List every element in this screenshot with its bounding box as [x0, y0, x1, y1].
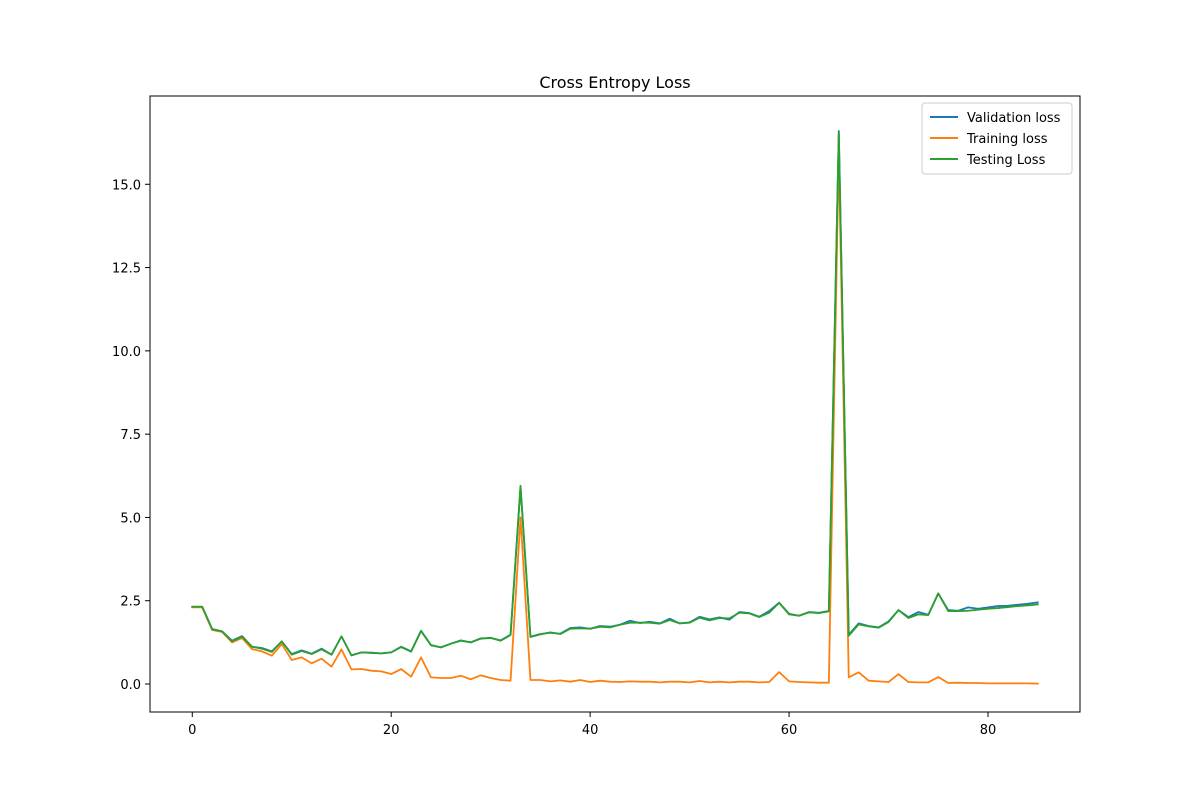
y-tick-label: 0.0 — [120, 678, 141, 693]
y-tick-label: 12.5 — [112, 262, 141, 277]
y-tick-label: 7.5 — [120, 428, 141, 443]
y-tick-label: 2.5 — [120, 595, 141, 610]
y-tick-label: 10.0 — [112, 345, 141, 360]
plot-area — [150, 96, 1080, 712]
x-tick-label: 20 — [383, 723, 400, 738]
legend-label-testing-loss: Testing Loss — [966, 153, 1046, 168]
legend-label-training-loss: Training loss — [966, 132, 1048, 147]
axes-frame — [149, 95, 1081, 713]
series-line-testing-loss — [191, 131, 1039, 657]
series-layer — [191, 130, 1039, 685]
x-tick-label: 80 — [980, 723, 997, 738]
plot-background — [150, 96, 1080, 712]
x-tick-label: 40 — [582, 723, 599, 738]
legend: Validation loss Training loss Testing Loss — [921, 102, 1073, 175]
axes-layer: 0 20 40 60 80 0.0 2.5 5.0 7.5 10.0 12.5 15.0 — [112, 95, 1081, 738]
y-tick-label: 5.0 — [120, 511, 141, 526]
legend-label-validation-loss: Validation loss — [967, 111, 1061, 126]
x-tick-label: 60 — [781, 723, 798, 738]
y-tick-label: 15.0 — [112, 178, 141, 193]
legend-box — [921, 102, 1073, 175]
series-line-training-loss — [191, 150, 1039, 685]
x-tick-label: 0 — [188, 723, 196, 738]
chart-title: Cross Entropy Loss — [539, 73, 690, 92]
